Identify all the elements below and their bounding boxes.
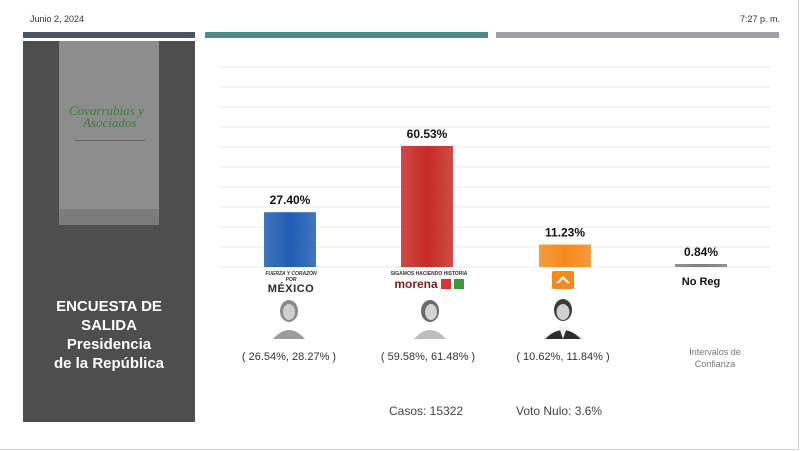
candidate-1-portrait <box>273 300 305 339</box>
date-label: Junio 2, 2024 <box>30 14 85 24</box>
sidebar-panel: Covarrubias y Asociados ENCUESTA DE SALI… <box>23 41 195 422</box>
bar-1 <box>264 212 316 267</box>
title-line-2: SALIDA <box>81 317 137 334</box>
interval-candidate-1: ( 26.54%, 28.27% ) <box>241 351 337 363</box>
title-line-1: ENCUESTA DE <box>56 298 162 315</box>
null-vote: Voto Nulo: 3.6% <box>516 404 603 418</box>
bar-value-label-2: 60.53% <box>407 127 448 141</box>
bar-value-label-3: 11.23% <box>545 226 585 240</box>
interval-caption: Intervalos de Confianza <box>655 346 775 370</box>
title-line-4: de la República <box>53 355 165 372</box>
bar-4 <box>675 264 727 267</box>
pt-icon <box>440 279 451 289</box>
logo-line-2: Asociados <box>83 115 137 130</box>
bar-2 <box>401 145 453 267</box>
title-line-3: Presidencia <box>66 336 152 353</box>
header-bar-middle <box>205 32 488 38</box>
logo-panel: Covarrubias y Asociados <box>59 41 159 225</box>
header-bar-left <box>23 32 195 38</box>
logo-line-1: Covarrubias y <box>69 103 144 118</box>
interval-caption-line-1: Intervalos de <box>689 347 741 357</box>
bar-value-label-1: 27.40% <box>270 193 311 207</box>
interval-candidate-3: ( 10.62%, 11.84% ) <box>516 351 610 363</box>
pan-logo: FUERZA Y CORAZÓN POR MÉXICO <box>262 271 320 295</box>
morena-logo-top: SIGAMOS HACIENDO HISTORIA <box>390 271 468 277</box>
candidate-3-portrait <box>545 299 581 339</box>
logo-background: Covarrubias y Asociados <box>59 41 159 209</box>
interval-caption-line-2: Confianza <box>694 359 736 369</box>
bar-value-label-4: 0.84% <box>684 245 718 259</box>
morena-logo-text: morena <box>394 277 438 291</box>
pvem-icon <box>453 279 464 289</box>
pan-logo-bottom: MÉXICO <box>267 283 315 295</box>
logo-tagline <box>75 140 145 141</box>
category-label-4: No Reg <box>682 276 721 288</box>
candidate-2-portrait <box>414 300 446 339</box>
mc-logo <box>552 271 574 289</box>
time-label: 7:27 p. m. <box>739 14 780 24</box>
company-logo: Covarrubias y Asociados <box>69 103 159 130</box>
survey-title: ENCUESTA DE SALIDA Presidencia de la Rep… <box>23 297 195 373</box>
mc-eagle-icon <box>556 276 570 283</box>
pan-logo-top: FUERZA Y CORAZÓN POR <box>265 271 317 283</box>
cases-count: Casos: 15322 <box>389 404 464 418</box>
interval-candidate-2: ( 59.58%, 61.48% ) <box>380 351 476 363</box>
header-bar-right <box>496 32 779 38</box>
bar-3 <box>539 244 591 267</box>
morena-logo: SIGAMOS HACIENDO HISTORIA morena <box>388 271 470 291</box>
